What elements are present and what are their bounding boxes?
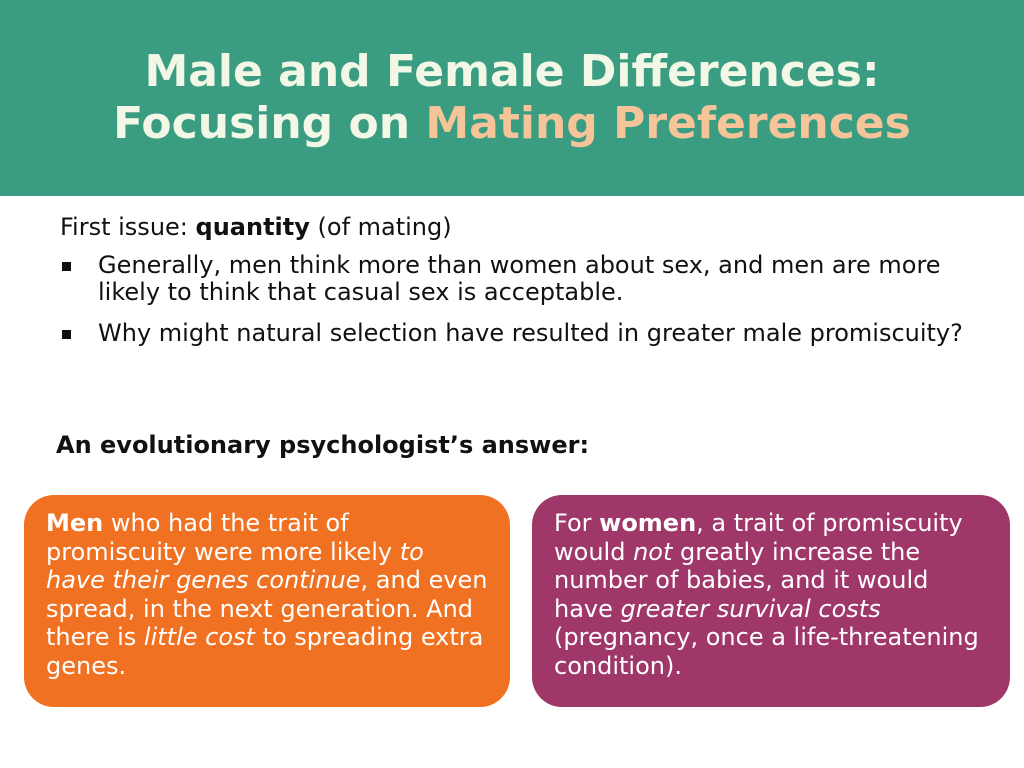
men-text-1: who had the trait of promiscuity were mo… bbox=[46, 509, 400, 566]
women-bold: women bbox=[599, 509, 697, 537]
bullet-item: Why might natural selection have resulte… bbox=[60, 320, 980, 347]
women-italic-1: not bbox=[633, 537, 673, 566]
bullet-text: Generally, men think more than women abo… bbox=[98, 251, 941, 306]
title-prefix: Focusing on bbox=[113, 98, 426, 149]
content-area: First issue: quantity (of mating) Genera… bbox=[60, 210, 980, 361]
women-box: For women, a trait of promiscuity would … bbox=[532, 495, 1010, 707]
men-text-2: , and even spread, in the next generatio… bbox=[46, 566, 488, 651]
women-text-4: (pregnancy, once a life-threatening cond… bbox=[554, 623, 979, 680]
men-italic-2: little cost bbox=[143, 623, 255, 651]
bullet-item: Generally, men think more than women abo… bbox=[60, 252, 980, 306]
men-italic-1: to have their genes continue bbox=[46, 537, 424, 595]
title-accent: Mating Preferences bbox=[425, 98, 911, 149]
first-issue-bold: quantity bbox=[195, 213, 310, 241]
square-bullet-icon bbox=[62, 262, 71, 271]
first-issue-line: First issue: quantity (of mating) bbox=[60, 210, 980, 244]
women-italic-2: greater survival costs bbox=[620, 594, 881, 623]
first-issue-suffix: (of mating) bbox=[309, 213, 452, 241]
women-text-3: greatly increase the number of babies, a… bbox=[554, 537, 929, 623]
square-bullet-icon bbox=[62, 330, 71, 339]
men-bold: Men bbox=[46, 509, 104, 537]
men-box: Men who had the trait of promiscuity wer… bbox=[24, 495, 510, 707]
answer-heading: An evolutionary psychologist’s answer: bbox=[56, 431, 590, 459]
first-issue-prefix: First issue: bbox=[60, 213, 196, 241]
men-text-3: to spreading extra genes. bbox=[46, 623, 484, 680]
title-line-2: Focusing on Mating Preferences bbox=[113, 98, 911, 150]
bullet-list: Generally, men think more than women abo… bbox=[60, 252, 980, 347]
bullet-text: Why might natural selection have resulte… bbox=[98, 319, 963, 347]
women-text-1: For bbox=[554, 509, 600, 537]
title-banner: Male and Female Differences: Focusing on… bbox=[0, 0, 1024, 196]
women-text-2: , a trait of promiscuity would bbox=[554, 509, 963, 566]
title-line-1: Male and Female Differences: bbox=[144, 46, 880, 97]
